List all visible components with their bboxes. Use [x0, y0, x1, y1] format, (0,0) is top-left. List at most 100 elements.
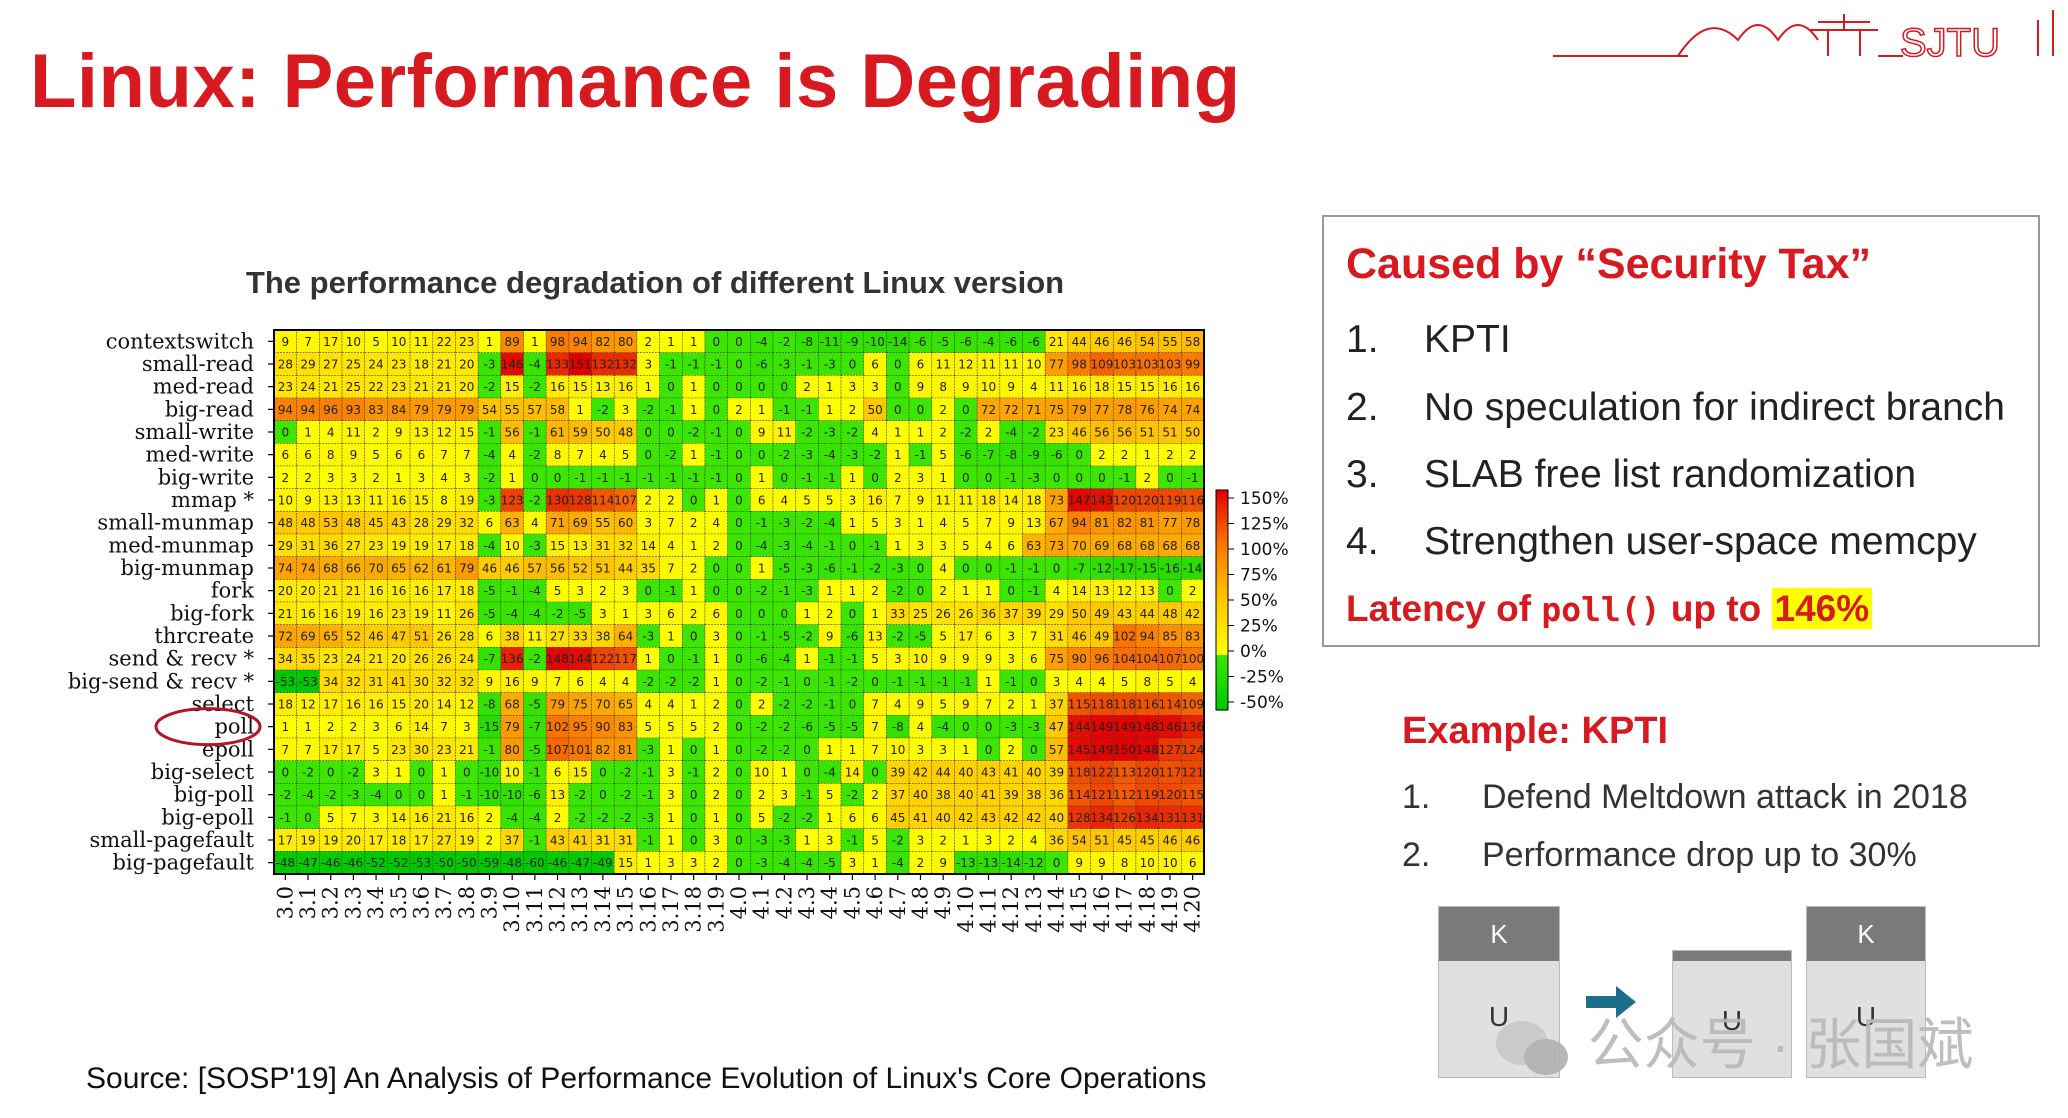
column-label: 3.15 — [614, 886, 638, 933]
cell-value-label: 17 — [436, 584, 451, 598]
cell-value-label: -2 — [484, 471, 496, 485]
cell-value-label: -2 — [529, 652, 541, 666]
cell-value-label: 3 — [599, 607, 607, 621]
cell-value-label: 17 — [278, 834, 293, 848]
cell-value-label: 104 — [1136, 652, 1159, 666]
cell-value-label: 4 — [599, 675, 607, 689]
cell-value-label: 0 — [1098, 471, 1106, 485]
cell-value-label: 83 — [618, 720, 633, 734]
colorbar-segment — [1216, 625, 1228, 630]
cell-value-label: 27 — [323, 358, 338, 372]
cell-value-label: 95 — [573, 720, 588, 734]
cell-value-label: 1 — [440, 766, 448, 780]
cell-value-label: 1 — [803, 834, 811, 848]
cell-value-label: 41 — [913, 811, 928, 825]
cell-value-label: -2 — [665, 448, 677, 462]
cell-value-label: 45 — [890, 811, 905, 825]
cell-value-label: 68 — [1140, 539, 1155, 553]
cell-value-label: 128 — [1068, 811, 1091, 825]
cell-value-label: 16 — [368, 584, 383, 598]
cell-value-label: 116 — [1136, 698, 1159, 712]
cell-value-label: 16 — [550, 380, 565, 394]
cell-value-label: 15 — [459, 426, 474, 440]
cell-value-label: 18 — [1026, 494, 1041, 508]
colorbar-label: -25% — [1240, 668, 1284, 688]
cell-value-label: -3 — [778, 539, 790, 553]
row-label: epoll — [202, 737, 254, 761]
cell-value-label: -5 — [484, 607, 496, 621]
column-label: 4.4 — [818, 886, 842, 919]
cell-value-label: -4 — [756, 539, 768, 553]
cell-value-label: 0 — [327, 766, 335, 780]
cell-value-label: 16 — [867, 494, 882, 508]
cell-value-label: 16 — [1072, 380, 1087, 394]
cell-value-label: 9 — [962, 380, 970, 394]
source-citation: Source: [SOSP'19] An Analysis of Perform… — [86, 1062, 1207, 1095]
cell-value-label: 72 — [1004, 403, 1019, 417]
cell-value-label: 104 — [1113, 652, 1136, 666]
cell-value-label: 2 — [1143, 471, 1151, 485]
cell-value-label: 5 — [962, 539, 970, 553]
cell-value-label: 61 — [550, 426, 565, 440]
cell-value-label: -2 — [892, 630, 904, 644]
cell-value-label: 10 — [346, 335, 361, 349]
cell-value-label: 5 — [826, 788, 834, 802]
cell-value-label: 9 — [917, 380, 925, 394]
column-label: 4.9 — [931, 886, 955, 919]
cell-value-label: 43 — [981, 811, 996, 825]
cause-item-text: No speculation for indirect branch — [1424, 386, 2005, 429]
cell-value-label: 17 — [323, 335, 338, 349]
cell-value-label: 132 — [591, 358, 614, 372]
cell-value-label: 5 — [372, 743, 380, 757]
column-label: 4.0 — [727, 886, 751, 919]
cell-value-label: 15 — [414, 494, 429, 508]
sjtu-logo: SJTU — [1553, 10, 2054, 66]
cell-value-label: -2 — [574, 788, 586, 802]
cell-value-label: -5 — [824, 720, 836, 734]
cell-value-label: 1 — [758, 562, 766, 576]
cell-value-label: 151 — [569, 358, 592, 372]
cell-value-label: -2 — [529, 380, 541, 394]
colorbar-segment — [1216, 684, 1228, 689]
cell-value-label: 85 — [1162, 630, 1177, 644]
cell-value-label: 6 — [917, 358, 925, 372]
cell-value-label: -1 — [869, 539, 881, 553]
cell-value-label: 65 — [323, 630, 338, 644]
cell-value-label: 26 — [436, 652, 451, 666]
cell-value-label: 69 — [1094, 539, 1109, 553]
cell-value-label: 0 — [962, 562, 970, 576]
cell-value-label: -3 — [642, 811, 654, 825]
cell-value-label: 90 — [1072, 652, 1087, 666]
row-label: big-fork — [170, 601, 254, 625]
cell-value-label: 5 — [826, 494, 834, 508]
cell-value-label: 0 — [667, 652, 675, 666]
cell-value-label: -3 — [642, 630, 654, 644]
cell-value-label: 3 — [690, 856, 698, 870]
cell-value-label: -2 — [574, 811, 586, 825]
cell-value-label: -3 — [778, 516, 790, 530]
cell-value-label: -4 — [801, 856, 813, 870]
cell-value-label: 23 — [278, 380, 293, 394]
colorbar-segment — [1216, 490, 1228, 495]
cell-value-label: 4 — [781, 494, 789, 508]
kernel-region: K — [1807, 907, 1925, 961]
cell-value-label: 41 — [1004, 766, 1019, 780]
cell-value-label: 18 — [414, 358, 429, 372]
cell-value-label: 0 — [644, 426, 652, 440]
cell-value-label: 21 — [436, 358, 451, 372]
cell-value-label: -8 — [1005, 448, 1017, 462]
cell-value-label: 5 — [803, 494, 811, 508]
cell-value-label: -6 — [914, 335, 926, 349]
cell-value-label: 123 — [501, 494, 524, 508]
cell-value-label: 6 — [395, 448, 403, 462]
colorbar-segment — [1216, 669, 1228, 674]
cell-value-label: -11 — [820, 335, 840, 349]
cell-value-label: 149 — [1113, 720, 1136, 734]
cell-value-label: 19 — [414, 607, 429, 621]
cell-value-label: -50 — [434, 856, 454, 870]
cell-value-label: -2 — [279, 788, 291, 802]
cell-value-label: 13 — [323, 494, 338, 508]
cell-value-label: 107 — [1159, 652, 1182, 666]
cell-value-label: 44 — [936, 766, 951, 780]
cell-value-label: 21 — [368, 652, 383, 666]
